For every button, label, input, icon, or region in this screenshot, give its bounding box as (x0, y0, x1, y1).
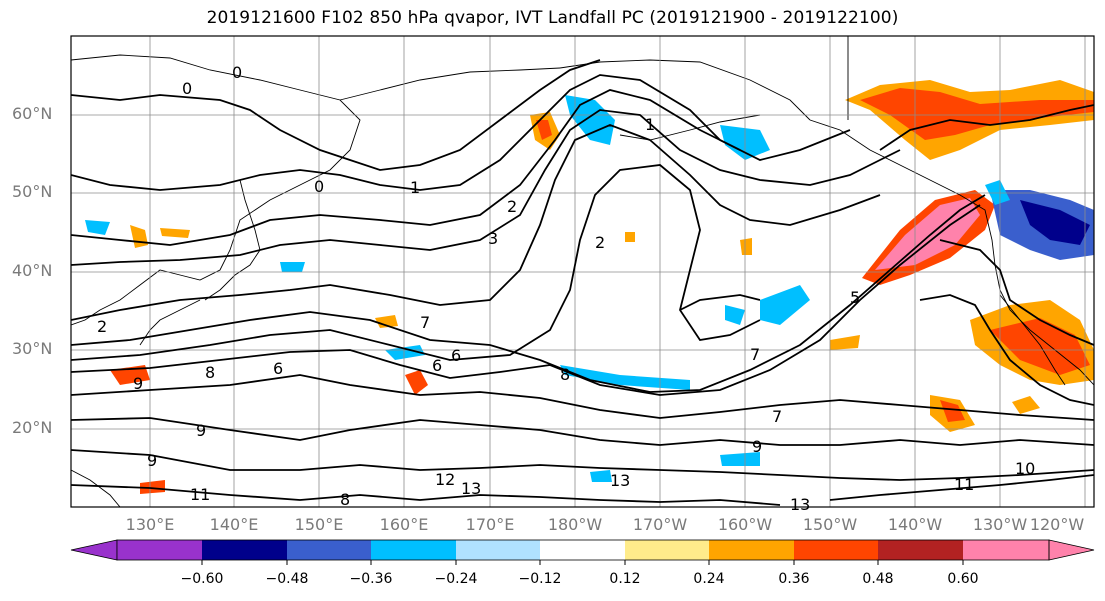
colorbar-extend-high (1048, 539, 1095, 561)
contour-label: 6 (273, 359, 283, 378)
lat-label: 60°N (12, 104, 53, 123)
contour-label: 7 (420, 313, 430, 332)
colorbar-bin (540, 540, 625, 560)
contour-label: 0 (314, 177, 324, 196)
lon-label: 160°W (717, 515, 773, 534)
contour-label: 3 (488, 229, 498, 248)
contour-labels: 0 0 0 1 1 2 2 2 3 5 6 6 7 7 7 8 8 9 9 9 … (97, 63, 1035, 514)
lon-label: 150°E (294, 515, 344, 534)
graticule (71, 36, 1094, 507)
colorbar-bin (625, 540, 709, 560)
contour-label: 6 (451, 346, 461, 365)
contour-label: 0 (182, 79, 192, 98)
lat-label: 50°N (12, 182, 53, 201)
contour-label: 8 (205, 363, 215, 382)
lat-label: 30°N (12, 339, 53, 358)
contour-label: 9 (752, 437, 762, 456)
contour-label: 7 (750, 345, 760, 364)
contour-label: 2 (595, 233, 605, 252)
lon-label: 140°E (209, 515, 259, 534)
colorbar-tick-label: −0.24 (434, 571, 478, 587)
colorbar-bin (287, 540, 371, 560)
contour-label: 1 (410, 178, 420, 197)
contour-label: 13 (461, 479, 481, 498)
contour-label: 1 (645, 115, 655, 134)
lon-label: 180°W (547, 515, 603, 534)
contour-label: 6 (432, 356, 442, 375)
contour-label: 9 (147, 451, 157, 470)
lon-label: 170°W (632, 515, 688, 534)
lat-label: 20°N (12, 418, 53, 437)
contour-label: 13 (790, 495, 810, 514)
contour-label: 11 (954, 475, 974, 494)
colorbar-tick-label: −0.48 (265, 571, 309, 587)
lon-label: 150°W (802, 515, 858, 534)
colorbar-bin (878, 540, 963, 560)
contour-label: 10 (1015, 459, 1035, 478)
contour-label: 8 (560, 365, 570, 384)
contour-label: 9 (133, 374, 143, 393)
lon-label: 160°E (379, 515, 429, 534)
colorbar-bin (963, 540, 1049, 560)
lon-label: 130°W (972, 515, 1028, 534)
lon-label: 140°W (887, 515, 943, 534)
colorbar-bin (456, 540, 540, 560)
map-frame (70, 35, 1095, 508)
colorbar-tick-label: −0.36 (349, 571, 393, 587)
contour-label: 5 (850, 288, 860, 307)
contour-label: 8 (340, 490, 350, 509)
colorbar-extend-low (70, 539, 118, 561)
colorbar-bin (371, 540, 456, 560)
contour-label: 0 (232, 63, 242, 82)
colorbar-tick-label: 0.12 (609, 571, 641, 587)
colorbar-tick-label: 0.24 (693, 571, 725, 587)
contour-label: 13 (610, 471, 630, 490)
lat-label: 40°N (12, 261, 53, 280)
colorbar-tick-label: 0.60 (947, 571, 979, 587)
colorbar-tick-label: −0.60 (180, 571, 224, 587)
contour-label: 12 (435, 470, 455, 489)
colorbar-bin (117, 540, 202, 560)
colorbar (70, 539, 1095, 565)
contour-label: 11 (190, 485, 210, 504)
contour-label: 7 (772, 407, 782, 426)
lon-label: 130°E (125, 515, 175, 534)
colorbar-tick-label: 0.36 (778, 571, 810, 587)
colorbar-bin (794, 540, 878, 560)
coastlines (71, 36, 1094, 507)
colorbar-tick-label: −0.12 (518, 571, 562, 587)
qvapor-shading (85, 80, 1094, 494)
colorbar-bin (202, 540, 287, 560)
contour-label: 2 (507, 197, 517, 216)
colorbar-bin (709, 540, 794, 560)
contour-label: 9 (196, 421, 206, 440)
colorbar-tick-label: 0.48 (862, 571, 894, 587)
lon-label: 170°E (465, 515, 515, 534)
ivt-contours (71, 59, 1094, 506)
contour-label: 2 (97, 317, 107, 336)
map-title: 2019121600 F102 850 hPa qvapor, IVT Land… (206, 8, 899, 28)
lon-label: 120°W (1029, 515, 1085, 534)
